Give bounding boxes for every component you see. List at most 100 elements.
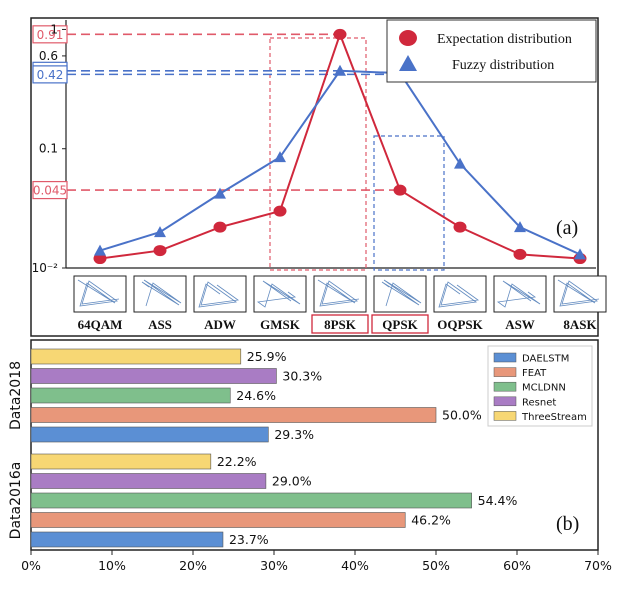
legend-swatch [493, 411, 517, 421]
data-point [513, 248, 527, 260]
data-point [574, 248, 586, 260]
bar-value-label: 54.4% [478, 493, 518, 508]
category-qpsk: QPSK [371, 275, 429, 334]
panel-a-frame [30, 17, 599, 337]
panel-a-label: (a) [556, 217, 578, 239]
category-label: ADW [204, 317, 236, 332]
constellation-trace [496, 280, 541, 308]
bar-value-label: 24.6% [236, 388, 276, 403]
bar-value-label: 22.2% [217, 454, 257, 469]
category-gmsk: GMSK [253, 275, 307, 332]
data-point [454, 157, 466, 169]
constellation-thumbnail [493, 275, 547, 313]
panel-b-frame [30, 339, 599, 551]
x-tick-label: 60% [503, 558, 531, 573]
constellation-trace [198, 281, 240, 308]
constellation-trace [317, 279, 360, 307]
bar-mcldnn-data2016a [30, 492, 472, 509]
data-point [93, 253, 107, 265]
annotation-label: 0.42 [37, 68, 64, 82]
data-point [94, 244, 106, 256]
highlight-box-qpsk [373, 135, 445, 271]
data-point [274, 151, 286, 163]
bar-threestream-data2018 [30, 348, 242, 365]
constellation-trace [141, 279, 182, 307]
constellation-thumbnail [133, 275, 187, 313]
annotation-box [32, 65, 68, 84]
constellation-trace [77, 279, 120, 307]
constellation-thumbnail [373, 275, 427, 313]
category-highlight-box [371, 314, 429, 334]
legend-label: Resnet [522, 397, 556, 408]
bar-value-label: 23.7% [229, 532, 269, 547]
x-tick-label: 50% [422, 558, 450, 573]
category-label: GMSK [260, 317, 301, 332]
category-label: 8ASK [563, 317, 597, 332]
bar-resnet-data2018 [30, 368, 277, 384]
legend-swatch [493, 367, 517, 377]
bar-daelstm-data2016a [30, 531, 224, 548]
bar-value-label: 46.2% [411, 513, 451, 528]
x-tick-label: 30% [260, 558, 288, 573]
data-point [213, 221, 227, 233]
category-8ask: 8ASK [553, 275, 607, 332]
constellation-trace [256, 280, 301, 308]
y-tick-label: 1 [50, 22, 58, 36]
data-point [453, 221, 467, 233]
bar-value-label: 50.0% [442, 408, 482, 423]
category-64qam: 64QAM [73, 275, 127, 332]
constellation-thumbnail [253, 275, 307, 313]
legend-marker-circle [399, 30, 417, 46]
data-point [393, 184, 407, 196]
legend-a [386, 19, 597, 83]
data-point [333, 28, 347, 40]
data-point [334, 64, 346, 76]
legend-label: Fuzzy distribution [452, 58, 554, 73]
category-asw: ASW [493, 275, 547, 332]
y-tick-label: 0.6 [39, 49, 58, 63]
x-tick-label: 0% [21, 558, 41, 573]
data-point [154, 226, 166, 238]
bar-feat-data2016a [30, 512, 406, 528]
x-tick-label: 20% [179, 558, 207, 573]
x-tick-label: 70% [584, 558, 612, 573]
legend-swatch [493, 396, 517, 407]
data-point [153, 245, 167, 257]
bar-value-label: 25.9% [247, 349, 287, 364]
legend-label: Expectation distribution [437, 32, 572, 47]
category-label: QPSK [382, 317, 418, 332]
legend-swatch [493, 352, 517, 363]
highlight-box-8psk [269, 37, 367, 271]
y-tick-label: 10⁻² [32, 261, 59, 275]
x-tick-label: 10% [98, 558, 126, 573]
category-8psk: 8PSK [311, 275, 369, 334]
legend-label: MCLDNN [522, 383, 566, 394]
annotation-box [32, 180, 68, 200]
bar-mcldnn-data2018 [30, 387, 231, 404]
legend-swatch [493, 381, 517, 392]
legend-label: FEAT [522, 368, 547, 379]
annotation-label: 0.045 [33, 184, 67, 198]
category-label: OQPSK [437, 317, 483, 332]
legend-label: ThreeStream [521, 412, 587, 423]
legend-label: DAELSTM [522, 354, 569, 365]
constellation-trace [438, 281, 480, 308]
data-point [273, 205, 287, 217]
category-adw: ADW [193, 275, 247, 332]
category-oqpsk: OQPSK [433, 275, 487, 332]
legend-marker-triangle [399, 55, 417, 71]
constellation-trace [557, 279, 600, 307]
bar-value-label: 30.3% [282, 369, 322, 384]
x-tick-label: 40% [341, 558, 369, 573]
bar-threestream-data2016a [30, 453, 212, 470]
data-point [214, 187, 226, 199]
annotation-label: 0.91 [37, 28, 64, 42]
category-label: 64QAM [78, 317, 123, 332]
annotation-box [32, 25, 68, 44]
y-tick-label: 0.1 [39, 142, 58, 156]
bar-resnet-data2016a [30, 473, 267, 489]
constellation-trace [381, 279, 422, 307]
category-highlight-box [311, 314, 369, 334]
group-label: Data2016a [8, 462, 24, 540]
